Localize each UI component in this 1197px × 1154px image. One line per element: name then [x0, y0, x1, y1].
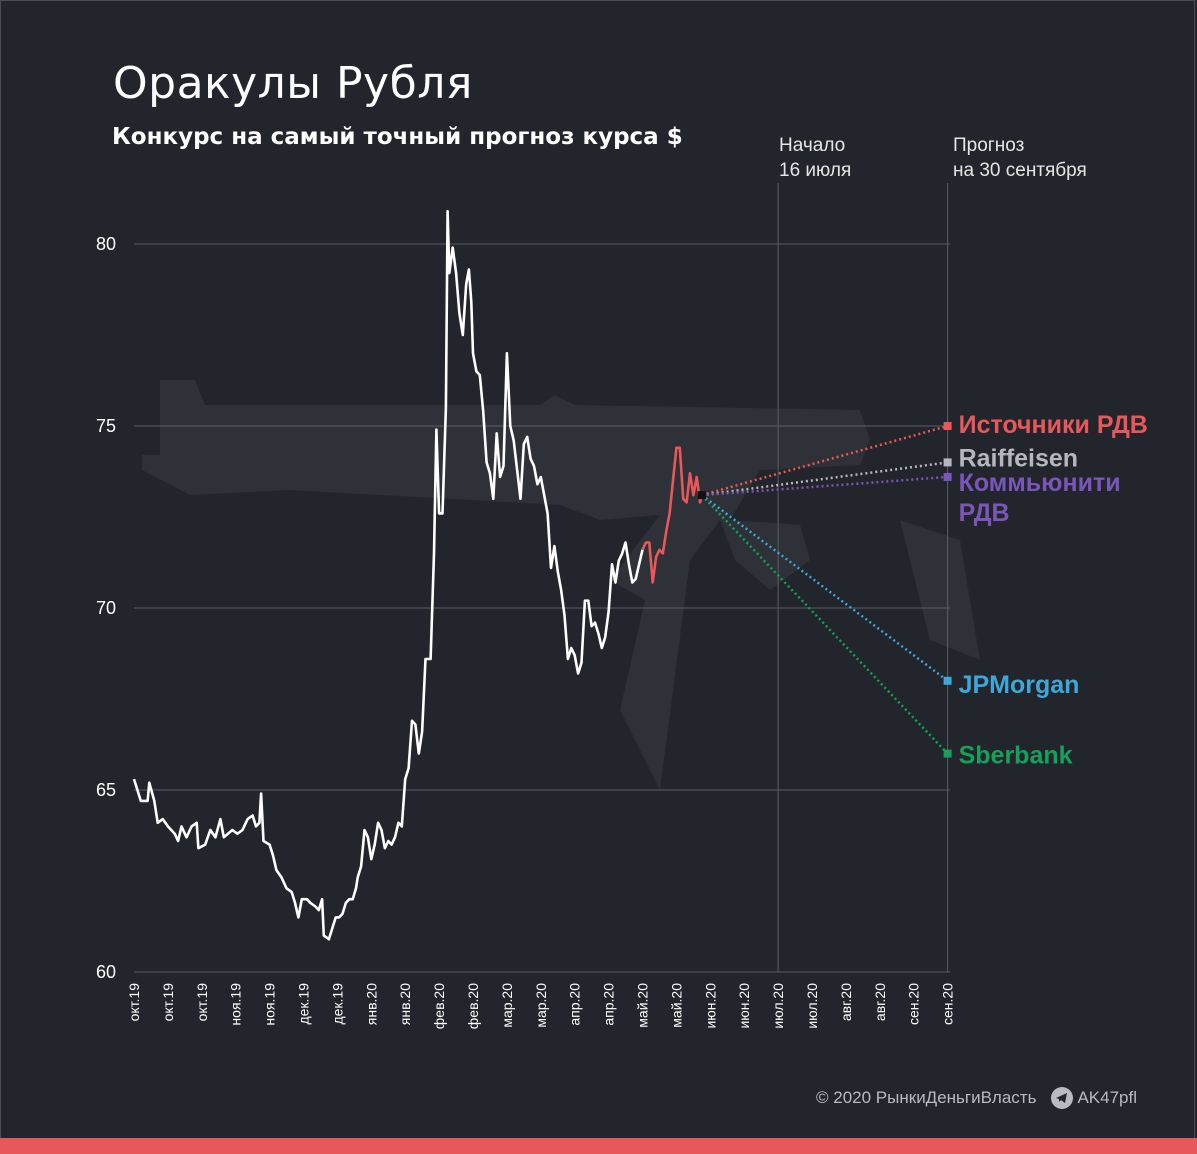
x-tick-label: июн.20	[702, 983, 718, 1029]
x-tick-label: май.20	[635, 983, 651, 1028]
x-axis-ticks: окт.19 окт.19 окт.19 ноя.19 ноя.19 дек.19 дек.…	[126, 983, 956, 1029]
forecast-label: Источники РДВ	[959, 411, 1148, 439]
series-line	[641, 446, 704, 584]
x-tick-label: ноя.19	[262, 983, 278, 1026]
x-tick-label: окт.19	[126, 983, 142, 1022]
x-tick-label: янв.20	[363, 983, 379, 1025]
x-tick-label: дек.19	[329, 983, 345, 1025]
y-tick-label: 60	[96, 962, 116, 982]
x-tick-label: фев.20	[431, 983, 447, 1029]
x-tick-label: фев.20	[465, 983, 481, 1029]
forecast-line	[701, 461, 948, 497]
forecast-marker-line2: на 30 сентября	[953, 160, 1087, 181]
x-tick-label: сен.20	[940, 983, 956, 1025]
x-tick-label: июл.20	[804, 983, 820, 1029]
chart-subtitle: Конкурс на самый точный прогноз курса $	[112, 124, 683, 150]
x-tick-label: окт.19	[194, 983, 210, 1022]
x-tick-label: май.20	[668, 983, 684, 1028]
telegram-handle-text: AK47pfl	[1077, 1088, 1137, 1107]
forecast-marker-label: Прогноз на 30 сентября	[953, 133, 1087, 183]
forecast-origin-point	[697, 491, 706, 500]
x-tick-label: мар.20	[499, 983, 515, 1028]
x-tick-label: авг.20	[838, 983, 854, 1021]
x-tick-label: апр.20	[601, 983, 617, 1026]
telegram-icon	[1051, 1087, 1074, 1109]
series-lines	[132, 209, 704, 941]
x-tick-label: окт.19	[160, 983, 176, 1022]
y-tick-label: 65	[96, 780, 116, 800]
bottom-accent-bar	[0, 1138, 1197, 1154]
forecast-point	[943, 458, 952, 467]
forecast-point	[943, 676, 952, 685]
x-tick-label: дек.19	[296, 983, 312, 1025]
forecast-label: Sberbank	[959, 742, 1073, 770]
y-tick-label: 70	[96, 598, 116, 618]
y-tick-label: 75	[96, 416, 116, 436]
forecast-line	[701, 494, 949, 682]
y-axis-ticks: 60 65 70 75 80	[96, 234, 116, 982]
forecast-line	[701, 475, 948, 497]
forecast-marker-line1: Прогноз	[953, 135, 1025, 156]
forecast-label: Коммьюнити РДВ	[959, 469, 1121, 527]
footer: © 2020 РынкиДеньгиВласть AK47pfl	[816, 1086, 1137, 1110]
grid-lines	[134, 243, 950, 973]
copyright-text: © 2020 РынкиДеньгиВласть	[816, 1088, 1037, 1107]
x-tick-label: авг.20	[872, 983, 888, 1021]
telegram-handle[interactable]: AK47pfl	[1050, 1086, 1137, 1110]
series-line	[132, 209, 644, 941]
y-tick-label: 80	[96, 234, 116, 254]
x-tick-label: июн.20	[736, 983, 752, 1029]
forecast-point	[943, 472, 952, 481]
x-tick-label: сен.20	[906, 983, 922, 1025]
start-marker-label: Начало 16 июля	[779, 133, 851, 183]
x-tick-label: мар.20	[533, 983, 549, 1028]
x-tick-label: ноя.19	[228, 983, 244, 1026]
forecast-point	[943, 422, 952, 430]
chart-title: Оракулы Рубля	[113, 58, 473, 109]
x-tick-label: янв.20	[397, 983, 413, 1025]
start-marker-line2: 16 июля	[779, 160, 852, 181]
forecast-point	[943, 749, 952, 758]
forecast-label: JPMorgan	[959, 671, 1080, 699]
start-marker-line1: Начало	[779, 135, 846, 156]
forecast-label: Raiffeisen	[959, 444, 1078, 472]
marker-lines	[777, 183, 949, 972]
x-tick-label: апр.20	[567, 983, 583, 1026]
x-tick-label: июл.20	[770, 983, 786, 1029]
